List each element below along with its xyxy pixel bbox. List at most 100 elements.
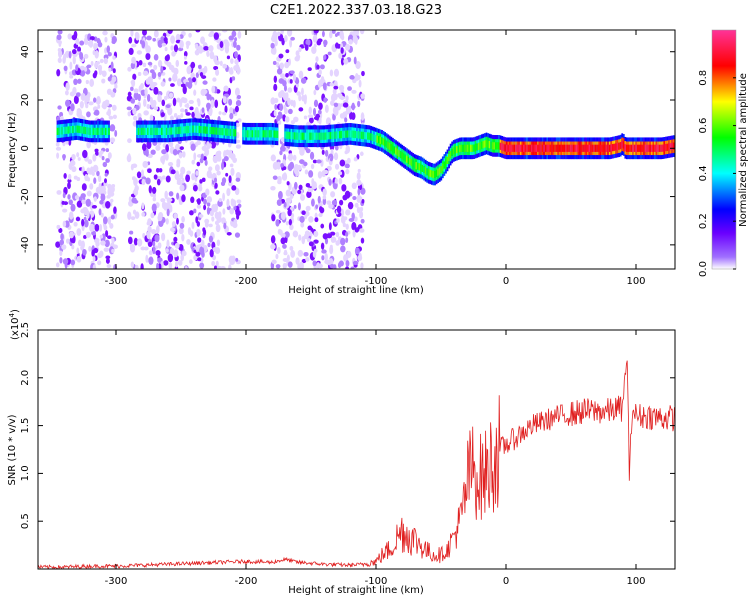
ridge-cell bbox=[156, 127, 159, 136]
noise-speck bbox=[112, 244, 118, 249]
noise-speck bbox=[344, 117, 348, 123]
ridge-cell bbox=[551, 144, 553, 152]
ridge-cell bbox=[271, 130, 274, 138]
noise-speck bbox=[303, 161, 308, 167]
ridge-cell bbox=[596, 144, 599, 152]
noise-speck bbox=[161, 175, 166, 180]
ridge-cell bbox=[248, 130, 251, 138]
ridge-cell bbox=[622, 141, 625, 149]
noise-speck bbox=[297, 249, 304, 257]
noise-speck bbox=[140, 263, 144, 269]
noise-speck bbox=[112, 68, 116, 74]
noise-speck bbox=[331, 30, 336, 34]
ridge-cell bbox=[289, 131, 291, 140]
ridge-cell bbox=[560, 144, 563, 152]
noise-speck bbox=[345, 259, 350, 267]
noise-speck bbox=[360, 218, 365, 224]
ridge-cell bbox=[392, 145, 394, 153]
ridge-cell bbox=[334, 131, 337, 139]
noise-speck bbox=[332, 113, 336, 121]
noise-speck bbox=[332, 88, 337, 95]
noise-speck bbox=[86, 177, 91, 182]
noise-speck bbox=[173, 236, 178, 243]
ridge-cell bbox=[529, 144, 532, 152]
noise-speck bbox=[141, 212, 146, 217]
noise-speck bbox=[204, 147, 210, 156]
ridge-cell bbox=[348, 130, 351, 138]
noise-speck bbox=[326, 233, 333, 239]
noise-speck bbox=[343, 58, 349, 65]
colorbar-tick-label: 0.6 bbox=[698, 118, 709, 134]
noise-speck bbox=[336, 218, 340, 223]
noise-speck bbox=[72, 55, 76, 65]
ridge-cell bbox=[101, 127, 104, 136]
noise-speck bbox=[73, 30, 78, 39]
noise-speck bbox=[289, 161, 295, 170]
noise-speck bbox=[184, 60, 188, 65]
ridge-cell bbox=[182, 126, 185, 134]
noise-speck bbox=[285, 221, 289, 226]
noise-speck bbox=[127, 153, 131, 162]
ridge-cell bbox=[136, 127, 138, 136]
ridge-cell bbox=[388, 142, 391, 151]
noise-speck bbox=[336, 205, 342, 214]
ridge-cell bbox=[404, 154, 407, 162]
noise-speck bbox=[104, 36, 108, 43]
ridge-cell bbox=[601, 144, 603, 152]
noise-speck bbox=[347, 201, 354, 210]
noise-speck bbox=[136, 171, 142, 179]
noise-speck bbox=[277, 246, 281, 255]
noise-speck bbox=[360, 237, 365, 244]
ridge-cell bbox=[548, 144, 550, 152]
ridge-cell bbox=[554, 144, 557, 152]
ridge-cell bbox=[80, 126, 82, 134]
ridge-cell bbox=[209, 126, 212, 135]
noise-speck bbox=[340, 30, 343, 35]
noise-speck bbox=[79, 65, 85, 71]
noise-speck bbox=[67, 194, 71, 200]
noise-speck bbox=[281, 37, 285, 46]
noise-speck bbox=[287, 108, 293, 115]
noise-speck bbox=[86, 210, 90, 219]
noise-speck bbox=[343, 216, 348, 221]
noise-speck bbox=[55, 241, 61, 248]
noise-speck bbox=[81, 183, 87, 191]
ridge-cell bbox=[398, 149, 401, 158]
noise-speck bbox=[93, 196, 97, 202]
noise-speck bbox=[234, 232, 241, 238]
noise-speck bbox=[231, 185, 237, 191]
ridge-cell bbox=[86, 127, 89, 135]
noise-speck bbox=[157, 242, 162, 249]
noise-speck bbox=[160, 198, 166, 203]
noise-speck bbox=[160, 112, 165, 118]
noise-speck bbox=[107, 52, 112, 57]
ridge-cell bbox=[73, 125, 76, 133]
noise-speck bbox=[326, 200, 332, 205]
noise-speck bbox=[114, 130, 118, 137]
noise-speck bbox=[352, 229, 356, 238]
noise-speck bbox=[65, 140, 69, 145]
ridge-cell bbox=[597, 144, 600, 152]
ridge-cell bbox=[363, 132, 366, 140]
noise-speck bbox=[76, 200, 83, 208]
noise-speck bbox=[147, 168, 152, 174]
noise-speck bbox=[127, 236, 133, 245]
noise-speck bbox=[203, 156, 207, 161]
ridge-cell bbox=[650, 144, 653, 152]
noise-speck bbox=[271, 259, 277, 265]
ridge-cell bbox=[246, 130, 249, 138]
noise-speck bbox=[145, 254, 149, 263]
noise-speck bbox=[279, 89, 285, 97]
noise-speck bbox=[145, 78, 151, 85]
noise-speck bbox=[289, 224, 294, 231]
ridge-cell bbox=[629, 144, 631, 152]
noise-speck bbox=[145, 177, 151, 185]
noise-speck bbox=[163, 260, 169, 266]
noise-speck bbox=[195, 244, 199, 253]
noise-speck bbox=[216, 170, 221, 176]
spectrogram-ylabel: Frequency (Hz) bbox=[7, 112, 18, 188]
noise-speck bbox=[94, 50, 99, 59]
ridge-cell bbox=[494, 142, 497, 150]
ridge-cell bbox=[381, 137, 383, 145]
snr-ytick-label: 2.5 bbox=[20, 322, 31, 338]
